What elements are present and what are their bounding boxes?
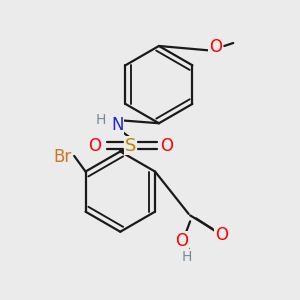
Text: O: O (209, 38, 222, 56)
Text: S: S (125, 136, 136, 154)
Text: O: O (88, 136, 101, 154)
Text: H: H (96, 113, 106, 127)
Text: O: O (160, 136, 173, 154)
Text: H: H (182, 250, 192, 264)
Text: O: O (175, 232, 188, 250)
Text: O: O (215, 226, 228, 244)
Text: Br: Br (53, 148, 71, 166)
Text: N: N (111, 116, 124, 134)
